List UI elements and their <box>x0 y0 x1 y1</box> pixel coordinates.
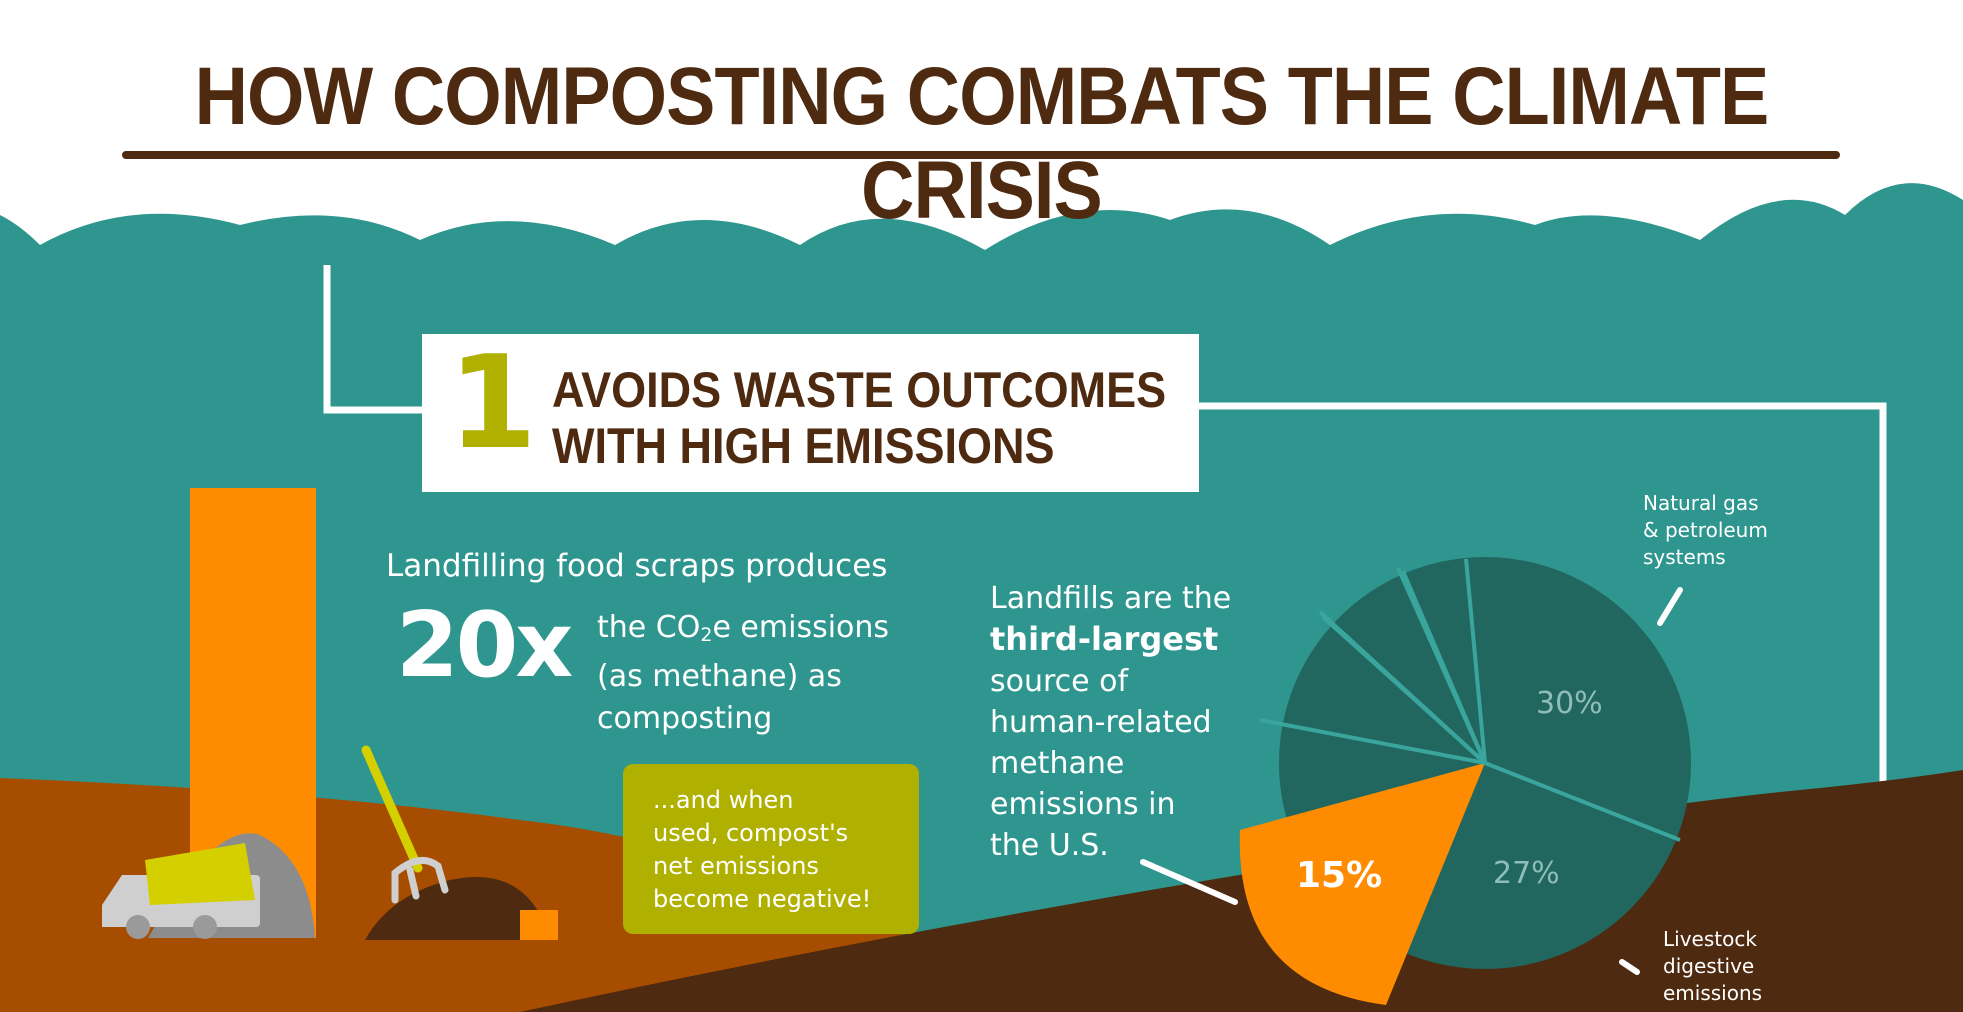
compost-pile-icon <box>365 877 555 940</box>
pie-slice-landfills <box>1239 763 1485 1005</box>
pie-label-livestock-line1: Livestock <box>1663 927 1757 951</box>
title-underline <box>122 151 1840 159</box>
stat-intro: Landfilling food scraps produces <box>386 548 888 584</box>
pie-pct-landfills: 15% <box>1296 855 1383 896</box>
pointer-livestock <box>1619 959 1640 975</box>
pitchfork-icon <box>361 745 449 904</box>
section-1-number: 1 <box>448 329 538 478</box>
section-1-title-line2: WITH HIGH EMISSIONS <box>552 418 1055 474</box>
stat-line1-suffix: e emissions <box>712 610 890 645</box>
landfills-line1: Landfills are the <box>990 581 1232 616</box>
page-title: HOW COMPOSTING COMBATS THE CLIMATE CRISI… <box>194 51 1770 236</box>
stat-line2: (as methane) as <box>597 659 842 694</box>
stat-line1-prefix: the CO <box>597 610 701 645</box>
stat-line3: composting <box>597 701 773 736</box>
truck-icon <box>102 843 260 939</box>
pie-label-gas: Natural gas & petroleum systems <box>1643 490 1768 571</box>
landfills-text: Landfills are the third-largest source o… <box>990 578 1231 866</box>
connector-line-left <box>323 265 422 414</box>
stat-description: the CO2e emissions (as methane) as compo… <box>597 607 889 740</box>
cloud-shape <box>0 0 1963 250</box>
callout-line2: used, compost's <box>653 819 849 847</box>
pie-pct-livestock: 27% <box>1493 856 1560 891</box>
pie-label-gas-line3: systems <box>1643 545 1726 569</box>
compost-bin-edge <box>520 910 558 940</box>
pie-pct-gas: 30% <box>1536 686 1603 721</box>
pie-label-livestock: Livestock digestive emissions <box>1663 926 1762 1007</box>
landfills-line7: the U.S. <box>990 828 1109 863</box>
pointer-gas <box>1657 587 1683 626</box>
landfills-bold: third-largest <box>990 620 1219 658</box>
section-1-title: AVOIDS WASTE OUTCOMES WITH HIGH EMISSION… <box>552 362 1166 474</box>
landfills-line4: human-related <box>990 705 1212 740</box>
section-1-header-box <box>422 334 1199 492</box>
landfills-line5: methane <box>990 746 1125 781</box>
pie-label-gas-line1: Natural gas <box>1643 491 1759 515</box>
pointer-landfills <box>1140 859 1238 905</box>
section-1-title-line1: AVOIDS WASTE OUTCOMES <box>552 362 1167 418</box>
pie-label-livestock-line2: digestive <box>1663 954 1755 978</box>
landfills-line6: emissions in <box>990 787 1176 822</box>
callout-text: ...and when used, compost's net emission… <box>653 784 871 916</box>
callout-line1: ...and when <box>653 786 794 814</box>
stat-multiplier: 20x <box>396 593 573 698</box>
callout-box <box>623 764 919 934</box>
callout-line4: become negative! <box>653 885 872 913</box>
landfills-line3: source of <box>990 664 1129 699</box>
pie-chart <box>1239 557 1691 1005</box>
callout-line3: net emissions <box>653 852 819 880</box>
pie-label-livestock-line3: emissions <box>1663 981 1763 1005</box>
pie-label-gas-line2: & petroleum <box>1643 518 1768 542</box>
stat-line1: the CO2e emissions <box>597 607 889 656</box>
stat-line1-sub: 2 <box>700 624 713 646</box>
